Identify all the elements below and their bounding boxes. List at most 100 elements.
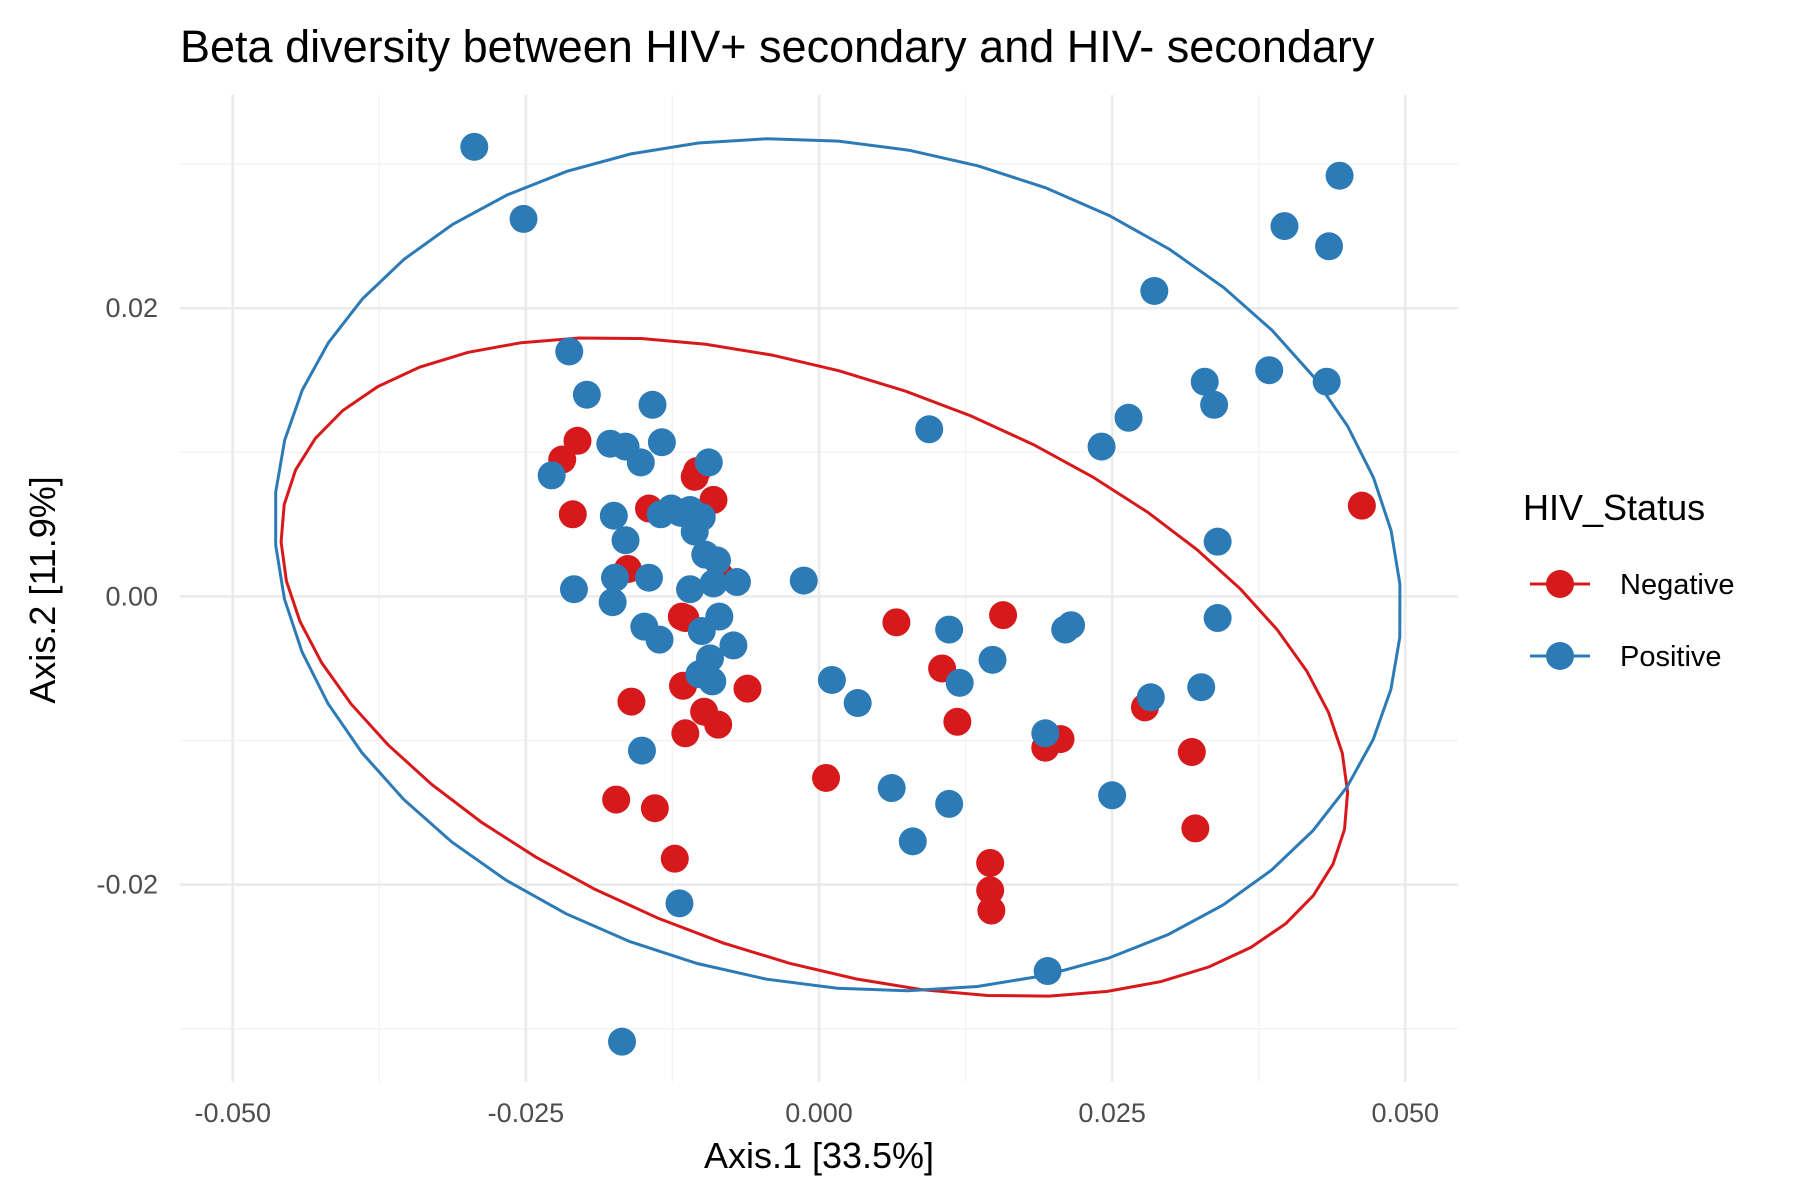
point-negative	[989, 601, 1018, 630]
point-positive	[1031, 719, 1060, 748]
y-tick-label: 0.02	[105, 293, 158, 323]
point-positive	[645, 625, 674, 654]
point-negative	[812, 763, 841, 792]
point-positive	[598, 588, 627, 617]
point-positive	[638, 390, 667, 419]
point-positive	[945, 668, 974, 697]
x-tick-label: 0.050	[1371, 1098, 1439, 1128]
point-positive	[647, 428, 676, 457]
point-negative	[640, 794, 669, 823]
legend: HIV_Status Negative Positive	[1523, 487, 1734, 673]
point-positive	[634, 563, 663, 592]
point-positive	[572, 380, 601, 409]
point-positive	[1140, 276, 1169, 305]
point-positive	[843, 689, 872, 718]
point-negative	[943, 707, 972, 736]
point-negative	[558, 500, 587, 529]
point-positive	[600, 563, 629, 592]
point-positive	[1203, 527, 1232, 556]
x-tick-label: -0.025	[488, 1098, 565, 1128]
x-tick-label: -0.050	[194, 1098, 271, 1128]
point-negative	[882, 608, 911, 637]
x-axis-title: Axis.1 [33.5%]	[704, 1135, 934, 1176]
point-positive	[1190, 367, 1219, 396]
point-positive	[877, 774, 906, 803]
ellipse-positive	[274, 137, 1402, 993]
point-positive	[1315, 232, 1344, 261]
point-positive	[1136, 683, 1165, 712]
confidence-ellipses	[274, 137, 1402, 998]
point-negative	[660, 844, 689, 873]
legend-key-point	[1546, 570, 1574, 598]
chart-title: Beta diversity between HIV+ secondary an…	[180, 21, 1375, 72]
point-positive	[935, 615, 964, 644]
x-tick-label: 0.025	[1078, 1098, 1146, 1128]
point-positive	[685, 660, 714, 689]
point-positive	[599, 501, 628, 530]
point-positive	[555, 337, 584, 366]
point-positive	[1325, 161, 1354, 190]
y-tick-label: -0.02	[96, 870, 158, 900]
point-negative	[563, 426, 592, 455]
point-negative	[671, 719, 700, 748]
point-positive	[789, 566, 818, 595]
point-positive	[680, 517, 709, 546]
legend-label: Negative	[1620, 569, 1734, 601]
point-positive	[537, 461, 566, 490]
point-positive	[1200, 390, 1229, 419]
y-tick-label: 0.00	[105, 581, 158, 611]
point-positive	[627, 736, 656, 765]
point-positive	[1087, 432, 1116, 461]
point-negative	[1177, 738, 1206, 767]
point-positive	[935, 789, 964, 818]
y-axis-title: Axis.2 [11.9%]	[22, 476, 63, 703]
point-positive	[817, 665, 846, 694]
point-negative	[1347, 491, 1376, 520]
x-tick-label: 0.000	[785, 1098, 853, 1128]
point-positive	[1057, 611, 1086, 640]
legend-title: HIV_Status	[1523, 487, 1705, 528]
series-negative	[548, 426, 1376, 925]
point-positive	[676, 575, 705, 604]
point-negative	[733, 674, 762, 703]
point-positive	[1203, 604, 1232, 633]
point-positive	[687, 617, 716, 646]
point-negative	[977, 896, 1006, 925]
legend-item-positive: Positive	[1530, 641, 1722, 673]
point-positive	[1033, 957, 1062, 986]
ellipse-negative	[279, 336, 1350, 998]
point-positive	[915, 415, 944, 444]
point-positive	[1098, 781, 1127, 810]
point-positive	[509, 204, 538, 233]
point-positive	[719, 631, 748, 660]
point-positive	[694, 448, 723, 477]
point-positive	[460, 132, 489, 161]
major-gridlines	[180, 95, 1458, 1082]
legend-label: Positive	[1620, 641, 1722, 673]
point-positive	[722, 568, 751, 597]
x-axis-tick-labels: -0.050 -0.025 0.000 0.025 0.050	[194, 1098, 1439, 1128]
point-positive	[608, 1027, 637, 1056]
legend-item-negative: Negative	[1530, 569, 1734, 601]
point-positive	[699, 569, 728, 598]
point-positive	[978, 645, 1007, 674]
point-positive	[559, 575, 588, 604]
data-points	[460, 132, 1376, 1056]
point-negative	[602, 785, 631, 814]
point-negative	[704, 710, 733, 739]
point-positive	[1187, 673, 1216, 702]
legend-key-point	[1546, 642, 1574, 670]
point-positive	[1270, 212, 1299, 241]
series-positive	[460, 132, 1354, 1056]
point-positive	[702, 546, 731, 575]
point-positive	[665, 889, 694, 918]
point-negative	[617, 687, 646, 716]
y-axis-tick-labels: -0.02 0.00 0.02	[96, 293, 158, 899]
point-positive	[611, 526, 640, 555]
point-negative	[976, 876, 1005, 905]
point-negative	[1181, 814, 1210, 843]
point-negative	[976, 848, 1005, 877]
point-positive	[1312, 367, 1341, 396]
point-positive	[1255, 356, 1284, 385]
